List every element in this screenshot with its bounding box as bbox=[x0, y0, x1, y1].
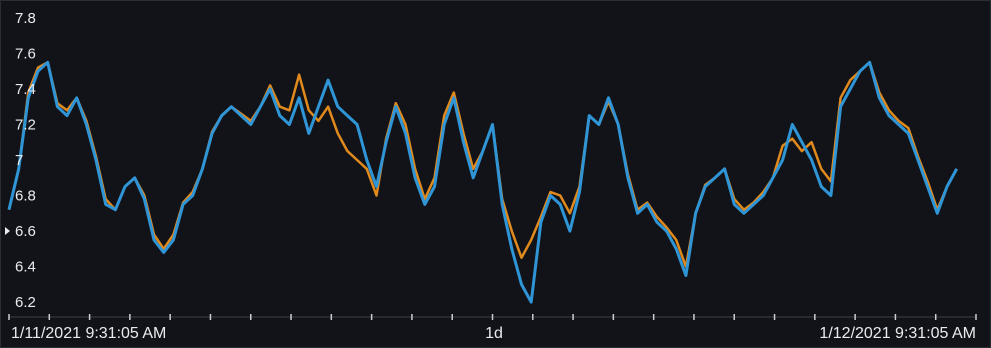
y-tick-label: 7.2 bbox=[15, 116, 36, 133]
x-axis: 1/11/2021 9:31:05 AM 1d 1/12/2021 9:31:05 … bbox=[8, 314, 977, 342]
y-tick-label: 7.4 bbox=[15, 81, 36, 98]
x-label-end: 1/12/2021 9:31:05 AM bbox=[819, 325, 976, 342]
y-tick-label: 7.6 bbox=[15, 45, 36, 62]
y-tick-label: 6.4 bbox=[15, 259, 36, 276]
series-layer bbox=[7, 60, 959, 304]
x-label-middle: 1d bbox=[485, 325, 503, 342]
y-tick-label: 6.6 bbox=[15, 223, 36, 240]
y-tick-label: 6.8 bbox=[15, 188, 36, 205]
x-label-start: 1/11/2021 9:31:05 AM bbox=[11, 325, 166, 342]
series-line-1 bbox=[7, 60, 959, 304]
y-tick-label: 6.2 bbox=[15, 294, 36, 311]
y-tick-label: 7.8 bbox=[15, 10, 36, 27]
y-tick-label: 7 bbox=[15, 152, 23, 169]
y-axis-ticks: 7.8 7.6 7.4 7.2 7 6.8 6.6 6.4 6.2 bbox=[5, 10, 36, 311]
y-marker-arrow bbox=[5, 227, 10, 236]
